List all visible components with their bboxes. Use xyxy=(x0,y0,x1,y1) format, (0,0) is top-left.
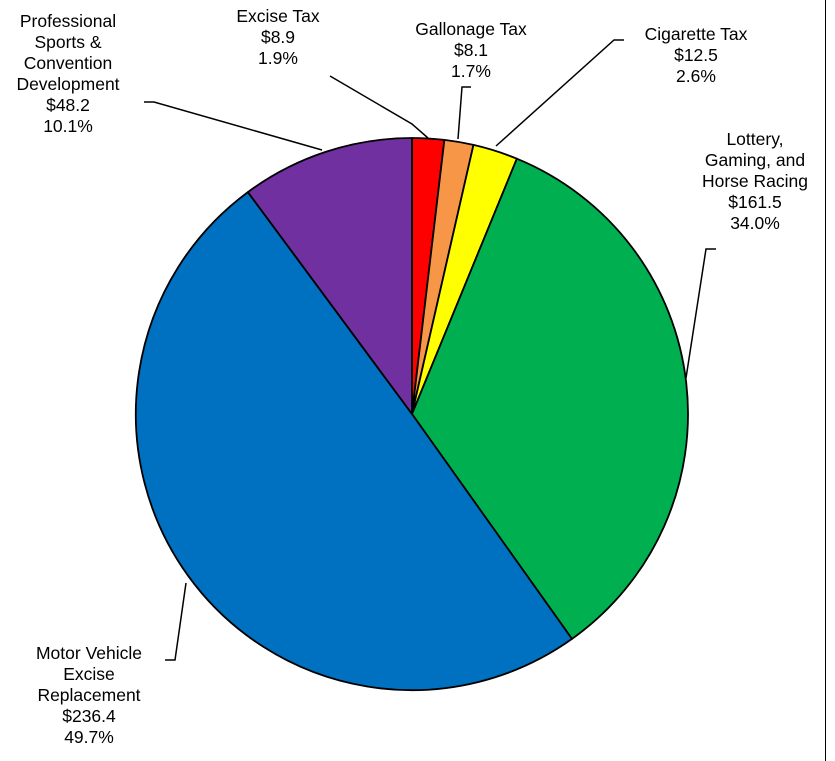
leader-line-gallonage xyxy=(457,86,471,140)
slice-label-percent: 10.1% xyxy=(43,116,93,136)
slice-label-value: $8.9 xyxy=(260,27,296,47)
slice-label-name-line: Lottery, xyxy=(726,129,784,149)
slice-label-name-line: Professional xyxy=(19,11,117,31)
slice-label-name-line: Motor Vehicle xyxy=(35,643,143,663)
slice-label-percent: 2.6% xyxy=(676,66,716,86)
slice-label-gallonage-tax: Gallonage Tax $8.1 1.7% xyxy=(406,19,536,82)
slice-label-lottery-gaming: Lottery, Gaming, and Horse Racing $161.5… xyxy=(690,129,820,234)
slice-label-excise-tax: Excise Tax $8.9 1.9% xyxy=(228,6,328,69)
slice-label-value: $161.5 xyxy=(728,192,782,212)
slice-label-name: Excise Tax xyxy=(236,6,320,26)
slice-label-name: Cigarette Tax xyxy=(644,24,748,44)
slice-label-percent: 34.0% xyxy=(730,213,780,233)
slice-label-name-line: Horse Racing xyxy=(701,171,809,191)
slice-label-name-line: Development xyxy=(16,74,120,94)
leader-line-motor xyxy=(165,582,187,661)
leader-line-excise xyxy=(329,75,429,139)
slice-label-name-line: Excise xyxy=(63,664,115,684)
slice-label-name-line: Convention xyxy=(23,53,113,73)
slice-label-name: Gallonage Tax xyxy=(415,19,527,39)
leader-line-lottery xyxy=(685,248,716,379)
slice-label-name-line: Replacement xyxy=(37,685,141,705)
slice-label-value: $236.4 xyxy=(62,706,116,726)
slice-label-percent: 49.7% xyxy=(64,727,114,747)
slice-label-cigarette-tax: Cigarette Tax $12.5 2.6% xyxy=(618,24,774,87)
slice-label-motor-vehicle: Motor Vehicle Excise Replacement $236.4 … xyxy=(14,643,164,748)
slice-label-value: $8.1 xyxy=(453,40,489,60)
slice-label-professional-sports: Professional Sports & Convention Develop… xyxy=(0,11,136,137)
slice-label-percent: 1.9% xyxy=(258,48,298,68)
slice-label-name-line: Gaming, and xyxy=(704,150,806,170)
slice-label-name-line: Sports & xyxy=(34,32,102,52)
leader-line-cigarette xyxy=(495,39,624,147)
pie-slice-sports xyxy=(246,137,413,415)
pie-slice-motor xyxy=(134,191,573,691)
pie-slice-lottery xyxy=(411,157,689,640)
slice-label-percent: 1.7% xyxy=(451,61,491,81)
leader-line-sports xyxy=(144,101,323,151)
slice-label-value: $48.2 xyxy=(46,95,90,115)
slice-label-value: $12.5 xyxy=(674,45,718,65)
